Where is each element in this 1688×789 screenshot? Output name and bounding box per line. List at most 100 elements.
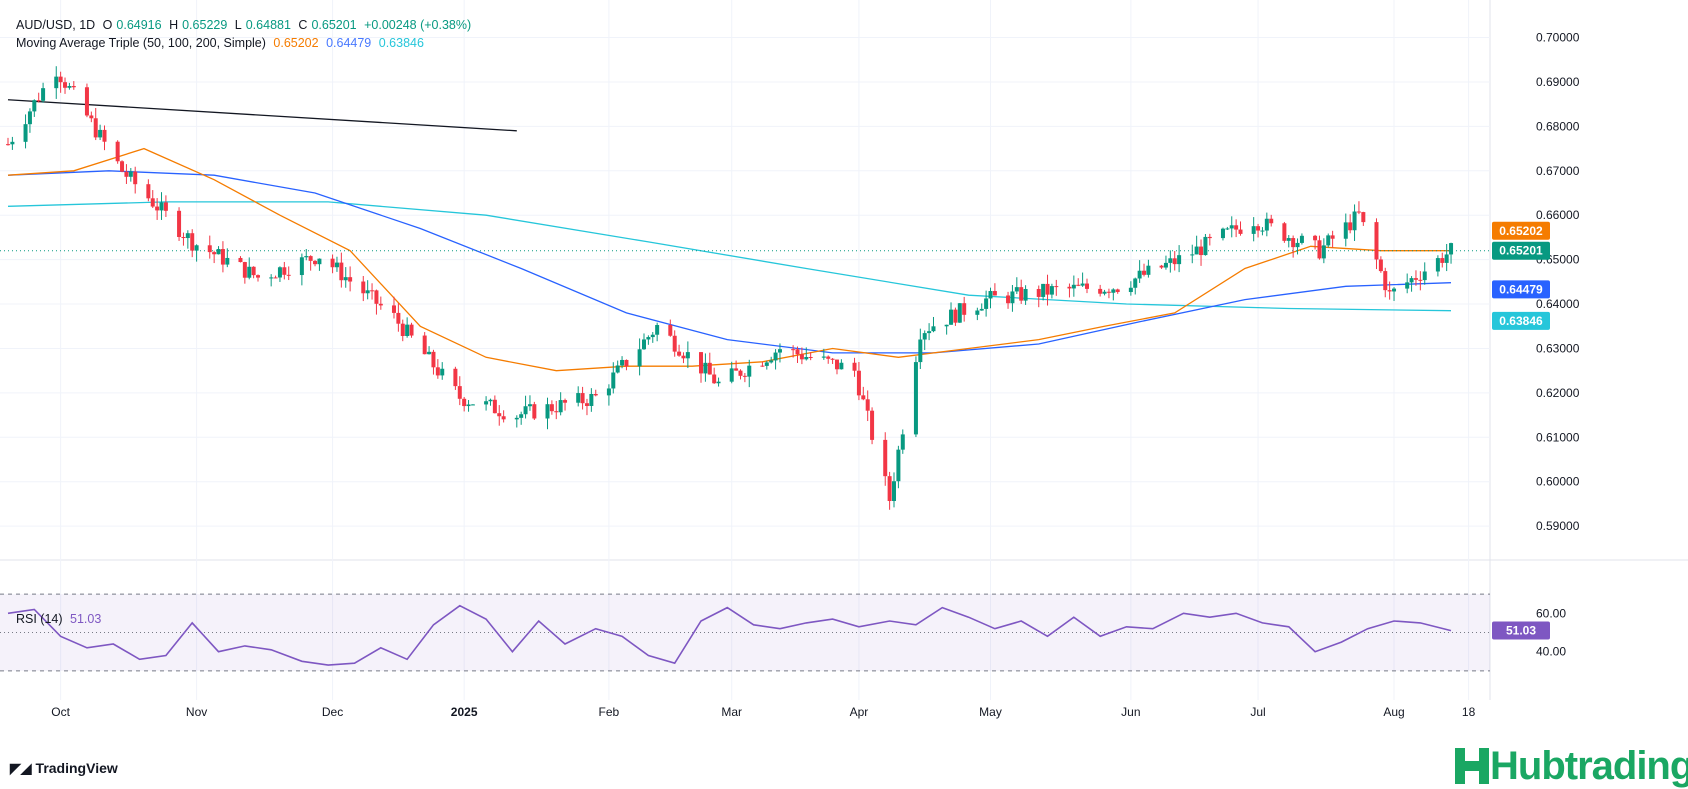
tradingview-logo[interactable]: ◤◢ TradingView bbox=[10, 760, 118, 777]
candle-body bbox=[1374, 222, 1379, 260]
candle-body bbox=[440, 368, 445, 376]
candle-body bbox=[554, 411, 559, 413]
candle-body bbox=[1238, 229, 1243, 234]
price-axis[interactable]: 0.700000.690000.680000.670000.660000.650… bbox=[1536, 31, 1580, 659]
candle-body bbox=[177, 210, 182, 237]
candle-body bbox=[313, 260, 318, 265]
candle-body bbox=[1378, 259, 1383, 272]
candle-body bbox=[54, 76, 59, 89]
candle-body bbox=[777, 349, 782, 353]
y-tick-label: 0.63000 bbox=[1536, 341, 1580, 355]
candle-body bbox=[865, 399, 870, 411]
close-value: 0.65201 bbox=[311, 18, 357, 32]
candle-body bbox=[1326, 235, 1331, 246]
ma-header: Moving Average Triple (50, 100, 200, Sim… bbox=[16, 36, 428, 50]
candle-body bbox=[1444, 254, 1449, 263]
rsi-path bbox=[7, 604, 1452, 666]
candle-body bbox=[181, 236, 186, 239]
candle-body bbox=[707, 362, 712, 375]
rsi-label[interactable]: RSI (14) bbox=[16, 612, 63, 626]
price-badge bbox=[1492, 241, 1550, 260]
candle-body bbox=[1409, 278, 1414, 283]
tradingview-label: TradingView bbox=[35, 760, 118, 776]
rsi-line bbox=[7, 604, 1452, 666]
x-tick-label: Dec bbox=[322, 705, 343, 719]
candle-body bbox=[124, 171, 129, 177]
candle-body bbox=[918, 339, 923, 363]
candle-body bbox=[799, 354, 804, 360]
ma-label[interactable]: Moving Average Triple (50, 100, 200, Sim… bbox=[16, 36, 266, 50]
x-tick-label: 2025 bbox=[451, 705, 478, 719]
candle-body bbox=[282, 267, 287, 275]
x-tick-label: Apr bbox=[850, 705, 869, 719]
y-tick-label: 0.68000 bbox=[1536, 119, 1580, 133]
symbol-label[interactable]: AUD/USD, 1D bbox=[16, 18, 96, 32]
candle-body bbox=[984, 298, 989, 309]
candle-body bbox=[67, 86, 72, 88]
low-label: L bbox=[234, 18, 242, 32]
rsi-tick-label: 60.00 bbox=[1536, 606, 1566, 620]
candle-body bbox=[922, 333, 927, 340]
candle-body bbox=[1159, 265, 1164, 268]
candle-body bbox=[492, 399, 497, 414]
rsi-badge-label: 51.03 bbox=[1506, 624, 1536, 638]
ma200-line bbox=[7, 201, 1452, 312]
candle-body bbox=[641, 339, 646, 350]
candle-body bbox=[1291, 238, 1296, 248]
time-axis[interactable]: Oct Nov Dec 2025 Feb Mar Apr May Jun Jul Aug 18 bbox=[51, 705, 1475, 719]
price-badge-label: 0.63846 bbox=[1499, 314, 1543, 328]
candle-body bbox=[396, 312, 401, 324]
candle-body bbox=[677, 351, 682, 356]
candle-body bbox=[1199, 246, 1204, 256]
candle-body bbox=[716, 381, 721, 384]
candle-body bbox=[685, 352, 690, 359]
candle-body bbox=[769, 360, 774, 363]
candle-body bbox=[532, 404, 537, 419]
candle-body bbox=[1435, 258, 1440, 272]
candle-body bbox=[1343, 222, 1348, 239]
candle-body bbox=[896, 449, 901, 482]
candle-body bbox=[1299, 235, 1304, 243]
candle-body bbox=[216, 249, 221, 255]
candle-body bbox=[497, 413, 502, 417]
candle-body bbox=[1006, 295, 1011, 304]
rsi-badge bbox=[1492, 621, 1550, 640]
candle-body bbox=[1348, 222, 1353, 231]
candle-body bbox=[128, 171, 133, 177]
candle-body bbox=[1295, 242, 1300, 248]
candle-body bbox=[32, 100, 37, 112]
candle-body bbox=[190, 233, 195, 251]
candle-body bbox=[747, 365, 752, 377]
candle-body bbox=[1190, 254, 1195, 256]
candle-body bbox=[1168, 258, 1173, 263]
candle-body bbox=[580, 393, 585, 404]
candle-body bbox=[150, 198, 155, 207]
ma100-line bbox=[7, 170, 1452, 354]
candle-body bbox=[1282, 223, 1287, 241]
candle-body bbox=[251, 266, 256, 276]
candle-body bbox=[374, 290, 379, 304]
candle-body bbox=[870, 410, 875, 440]
candle-body bbox=[655, 325, 660, 335]
y-tick-label: 0.64000 bbox=[1536, 297, 1580, 311]
x-tick-label: Feb bbox=[599, 705, 620, 719]
candle-body bbox=[304, 256, 309, 258]
candle-body bbox=[804, 357, 809, 360]
candle-body bbox=[681, 355, 686, 359]
candle-body bbox=[637, 349, 642, 367]
candle-body bbox=[1102, 291, 1107, 294]
trendline bbox=[7, 99, 517, 132]
candle-body bbox=[405, 324, 410, 336]
x-tick-label: May bbox=[979, 705, 1002, 719]
candle-body bbox=[699, 352, 704, 374]
candle-body bbox=[852, 362, 857, 371]
price-badges: 0.65202 0.65201 0.64479 0.63846 51.03 bbox=[1492, 221, 1550, 640]
candle-body bbox=[1133, 278, 1138, 288]
ma50-value: 0.65202 bbox=[273, 36, 319, 50]
candle-body bbox=[1413, 278, 1418, 280]
candle-body bbox=[1387, 290, 1392, 292]
candle-body bbox=[93, 118, 98, 138]
x-tick-label: Aug bbox=[1383, 705, 1404, 719]
candle-body bbox=[242, 262, 247, 278]
candle-body bbox=[549, 404, 554, 412]
